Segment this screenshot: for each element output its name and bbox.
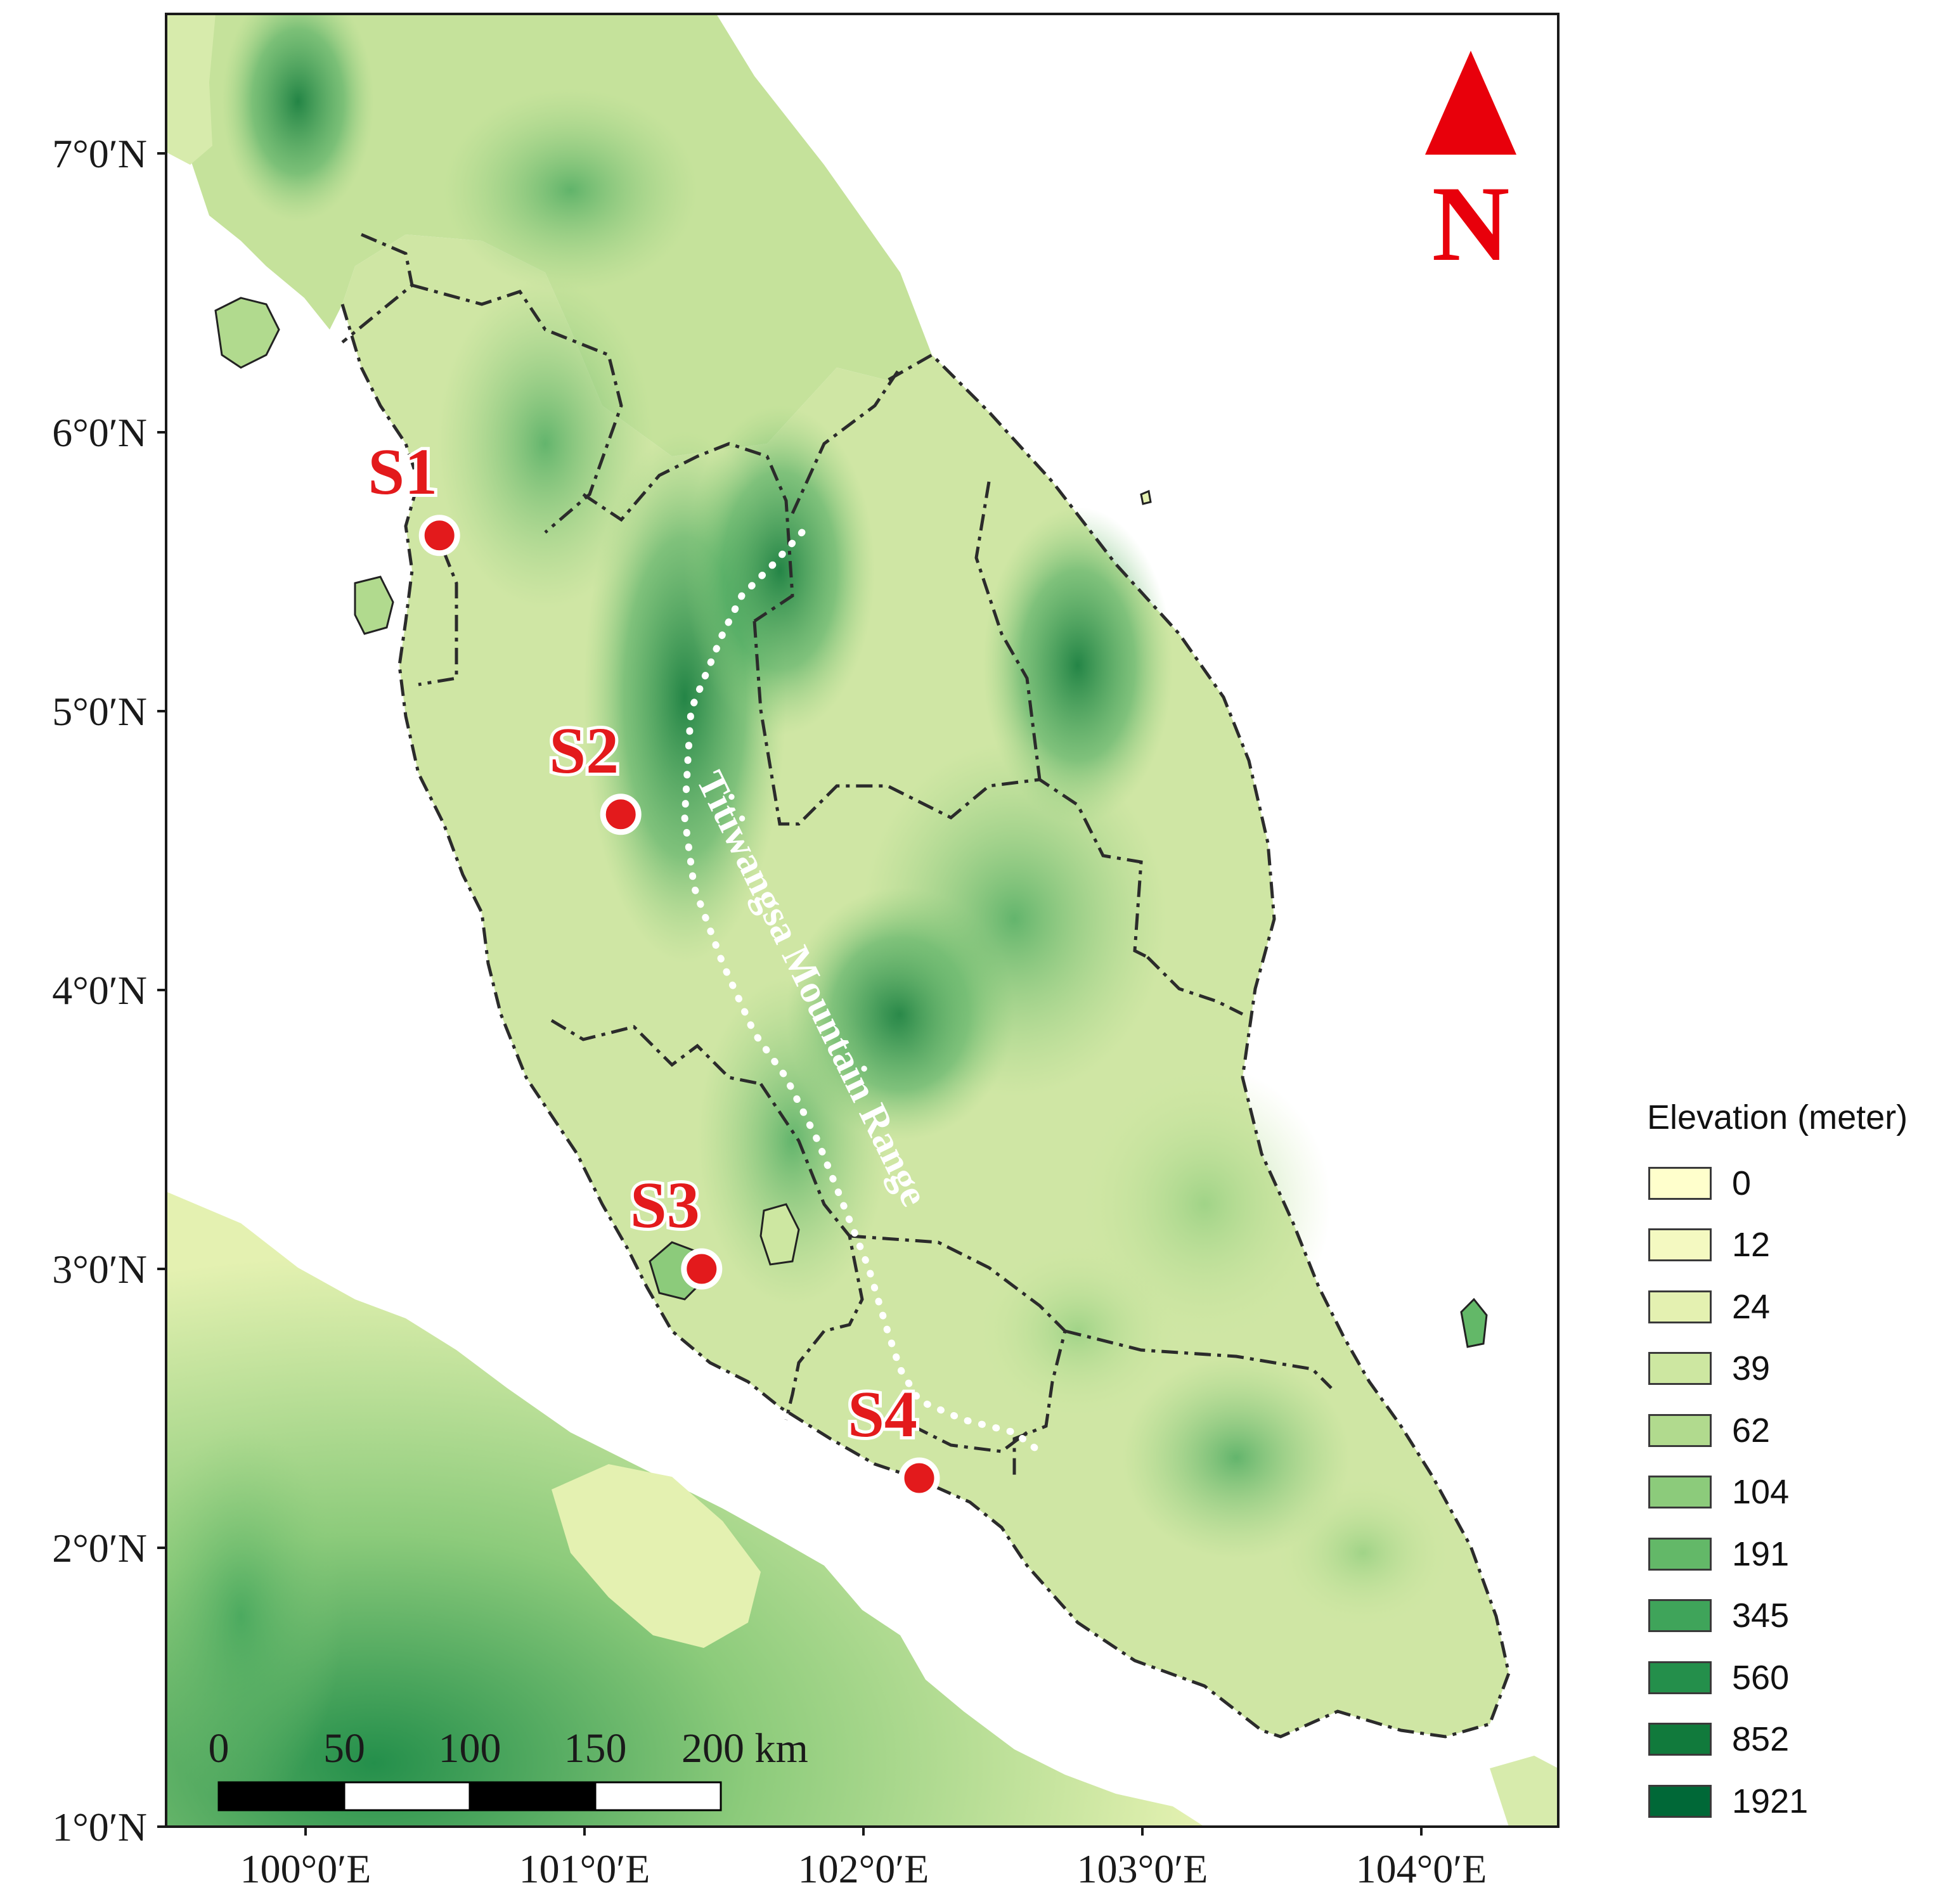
longitude-label: 102°0′E (798, 1846, 929, 1891)
latitude-label: 2°0′N (52, 1526, 147, 1571)
legend-swatch (1648, 1537, 1712, 1571)
legend-item: 104 (1647, 1462, 1951, 1524)
state-boundaries (341, 233, 1333, 1477)
scale-bar: 0 50 100 150 200 km (209, 1725, 808, 1811)
legend-item: 62 (1647, 1399, 1951, 1462)
latitude-label: 3°0′N (52, 1247, 147, 1292)
legend-swatch (1648, 1599, 1712, 1633)
legend-swatch (1648, 1290, 1712, 1323)
legend-item: 12 (1647, 1214, 1951, 1277)
riau-islands (1490, 1756, 1558, 1827)
elevation-shading (166, 14, 1452, 1806)
legend-value: 0 (1732, 1164, 1752, 1202)
legend-value: 852 (1732, 1720, 1790, 1759)
scale-segment-50-100 (343, 1781, 471, 1811)
sumatra-island (552, 1464, 761, 1648)
scale-label: 200 km (681, 1725, 808, 1772)
scale-label: 100 (439, 1725, 501, 1772)
legend-item: 560 (1647, 1647, 1951, 1709)
legend-swatch (1648, 1784, 1712, 1818)
site-marker (600, 794, 642, 835)
titiwangsa-ridge-line (681, 529, 1043, 1455)
scale-label: 150 (564, 1725, 627, 1772)
site-marker (418, 515, 460, 556)
map-body: 0 50 100 150 200 km (166, 14, 1558, 1827)
legend-swatch (1648, 1661, 1712, 1694)
site-label: S2 (549, 714, 619, 787)
legend-title: Elevation (meter) (1647, 1098, 1908, 1136)
legend-item: 852 (1647, 1709, 1951, 1771)
thailand-west-coast (166, 14, 216, 165)
site-marker (681, 1248, 723, 1290)
legend-swatch (1648, 1166, 1712, 1200)
site-label: S1 (368, 435, 437, 508)
scale-segment-150-200 (594, 1781, 722, 1811)
latitude-ticks (157, 152, 166, 1828)
site-marker (898, 1457, 940, 1499)
legend-value: 560 (1732, 1658, 1790, 1697)
scale-segment-100-150 (470, 1782, 595, 1810)
site-label: S3 (630, 1169, 700, 1242)
legend-item: 191 (1647, 1523, 1951, 1585)
longitude-label: 104°0′E (1356, 1846, 1487, 1891)
legend-value: 12 (1732, 1226, 1771, 1264)
longitude-label: 103°0′E (1077, 1846, 1208, 1891)
longitude-labels: 100°0′E 101°0′E 102°0′E 103°0′E 104°0′E (240, 1846, 1487, 1891)
legend-value: 191 (1732, 1534, 1790, 1573)
legend-swatch (1648, 1413, 1712, 1447)
scale-label: 0 (209, 1725, 229, 1772)
legend-value: 1921 (1732, 1782, 1809, 1820)
latitude-label: 5°0′N (52, 689, 147, 734)
longitude-ticks (304, 1827, 1423, 1836)
latitude-labels: 7°0′N 6°0′N 5°0′N 4°0′N 3°0′N 2°0′N 1°0′… (52, 131, 147, 1849)
legend-item: 345 (1647, 1585, 1951, 1647)
legend-item: 1921 (1647, 1770, 1951, 1832)
legend-value: 104 (1732, 1473, 1790, 1512)
latitude-label: 6°0′N (52, 410, 147, 455)
north-arrow-icon (1425, 51, 1516, 155)
legend-value: 24 (1732, 1287, 1771, 1326)
legend-value: 62 (1732, 1411, 1771, 1450)
site-label: S4 (848, 1378, 917, 1451)
legend-swatch (1648, 1723, 1712, 1756)
longitude-label: 100°0′E (240, 1846, 371, 1891)
legend-swatch (1648, 1476, 1712, 1509)
legend-items: 0 12 24 39 62 104 191 345 560 852 1921 (1647, 1152, 1951, 1832)
legend-item: 0 (1647, 1152, 1951, 1214)
latitude-label: 1°0′N (52, 1804, 147, 1849)
legend-item: 39 (1647, 1338, 1951, 1400)
latitude-label: 7°0′N (52, 131, 147, 176)
legend-value: 39 (1732, 1349, 1771, 1388)
longitude-label: 101°0′E (519, 1846, 650, 1891)
scale-segment-0-50 (219, 1782, 344, 1810)
scale-label: 50 (323, 1725, 365, 1772)
north-label: N (1432, 164, 1510, 283)
legend-swatch (1648, 1228, 1712, 1262)
legend-item: 24 (1647, 1276, 1951, 1338)
legend-value: 345 (1732, 1597, 1790, 1635)
sites: S1 S2 S3 S4 (365, 432, 940, 1499)
north-arrow: N (1425, 51, 1516, 283)
elevation-legend: Elevation (meter) 0 12 24 39 62 104 191 345 560 8… (1647, 1098, 1951, 1832)
scale-bar-outline (217, 1781, 722, 1811)
legend-swatch (1648, 1352, 1712, 1386)
latitude-label: 4°0′N (52, 968, 147, 1013)
coastline (340, 304, 1511, 1739)
